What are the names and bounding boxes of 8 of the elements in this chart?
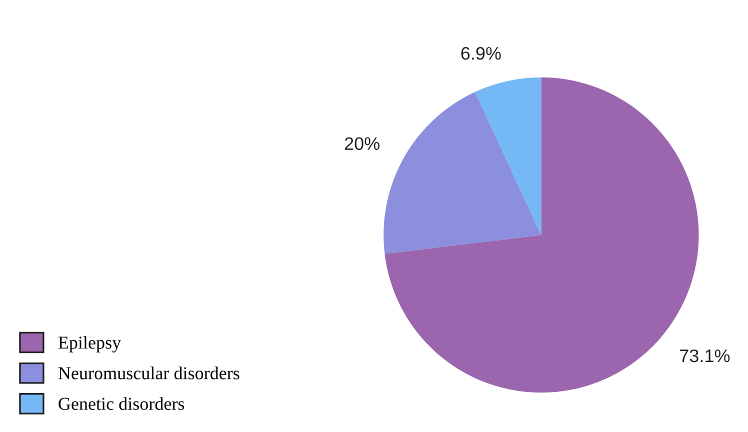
legend-label: Epilepsy	[58, 336, 122, 352]
data-label: 6.9%	[461, 47, 501, 60]
legend-label: Genetic disorders	[58, 397, 184, 410]
pie-slice	[384, 92, 542, 254]
legend-label: Neuromuscular disorders	[58, 366, 240, 380]
data-label: 73.1%	[680, 349, 730, 362]
data-label: 20%	[344, 137, 380, 150]
pie-slice	[474, 77, 542, 236]
